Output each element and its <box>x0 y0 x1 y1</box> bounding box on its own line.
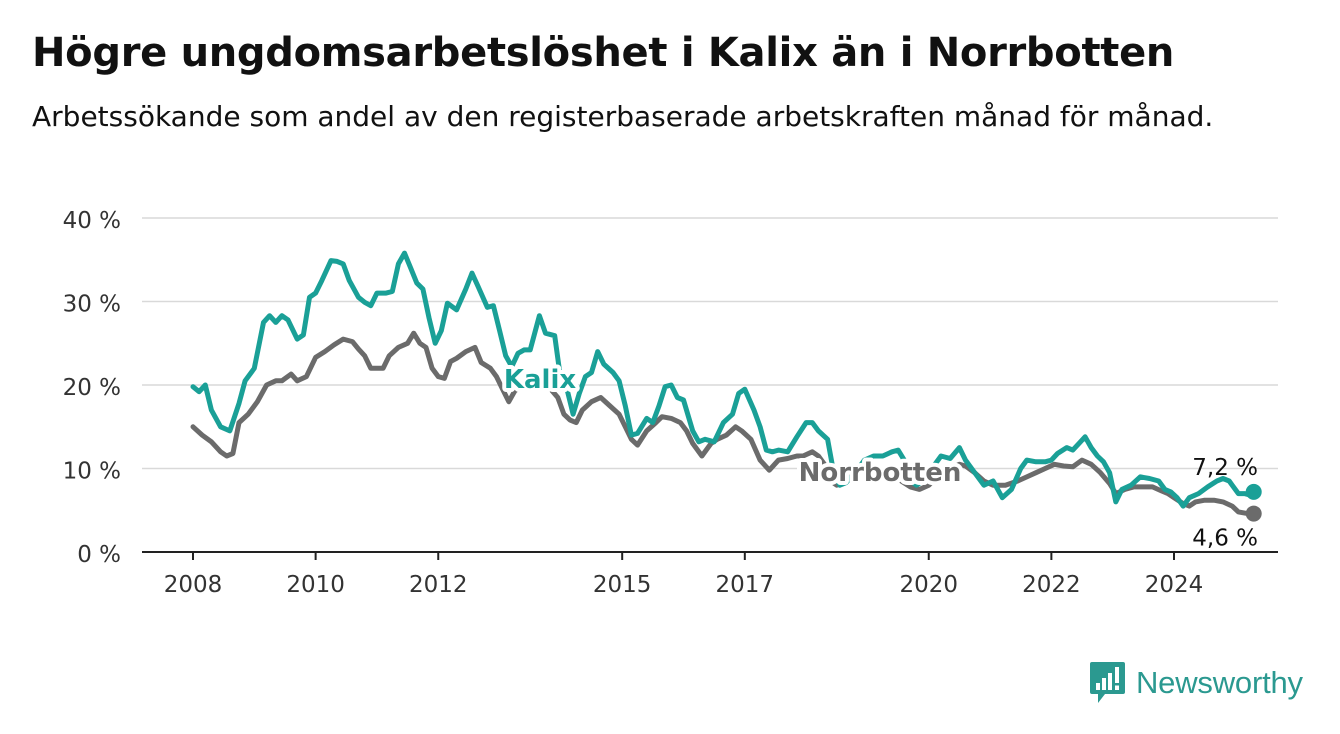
grid-layer <box>142 217 1278 470</box>
y-tick-label: 20 % <box>63 375 121 401</box>
y-tick-label: 40 % <box>63 208 121 234</box>
x-tick-label: 2024 <box>1145 572 1204 598</box>
x-tick-label: 2012 <box>409 572 468 598</box>
bar-chart-speech-bubble-icon <box>1090 662 1125 703</box>
newsworthy-logo: Newsworthy <box>1089 661 1303 705</box>
axis-layer: 0 % 10 % 20 % 30 % 40 % 2008 2010 2012 2015 2017 2… <box>63 208 1278 598</box>
series-line-kalix <box>190 250 1257 509</box>
chart-title: Högre ungdomsarbetslöshet i Kalix än i N… <box>32 30 1175 76</box>
brand-name: Newsworthy <box>1136 665 1303 700</box>
series-label-kalix: Kalix <box>504 365 577 395</box>
end-point-norrbotten <box>1245 505 1262 522</box>
end-value-label-kalix: 7,2 % <box>1192 455 1258 481</box>
label-layer: 7,2 % 4,6 % Kalix Norrbotten <box>500 361 1258 552</box>
chart-subtitle: Arbetssökande som andel av den registerb… <box>32 100 1214 133</box>
x-tick-label: 2010 <box>286 572 345 598</box>
series-layer <box>190 250 1262 522</box>
x-tick-label: 2022 <box>1022 572 1081 598</box>
x-tick-label: 2015 <box>593 572 652 598</box>
series-line-norrbotten <box>190 330 1257 517</box>
y-tick-label: 10 % <box>63 459 121 485</box>
x-tick-label: 2017 <box>716 572 775 598</box>
end-point-kalix <box>1245 483 1262 500</box>
x-tick-label: 2008 <box>164 572 223 598</box>
y-tick-label: 0 % <box>77 542 121 568</box>
end-value-label-norrbotten: 4,6 % <box>1192 526 1258 552</box>
y-tick-label: 30 % <box>63 292 121 318</box>
series-label-norrbotten: Norrbotten <box>799 458 962 488</box>
x-tick-label: 2020 <box>899 572 958 598</box>
